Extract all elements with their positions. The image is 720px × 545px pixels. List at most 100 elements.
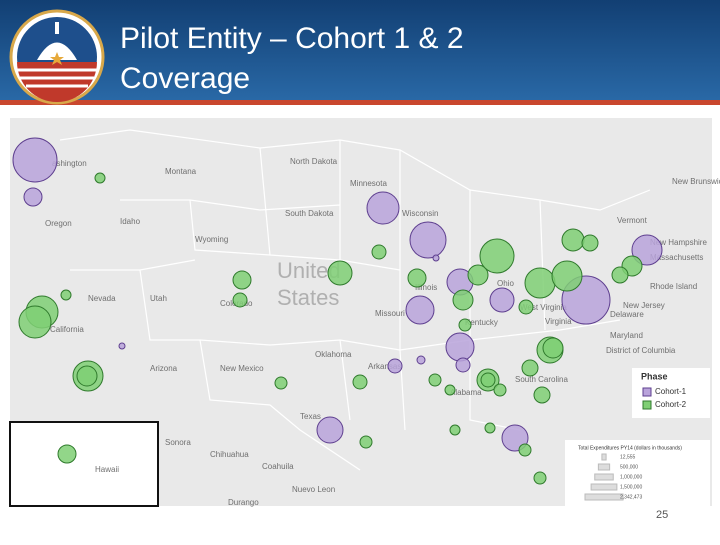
bubble (455, 357, 471, 373)
bubble (274, 376, 288, 390)
bubble (631, 234, 663, 266)
country-label: States (277, 285, 339, 310)
map-label: Nuevo Leon (292, 485, 335, 494)
bubble (416, 355, 426, 365)
map-label: District of Columbia (606, 346, 676, 355)
bubble (407, 268, 427, 288)
map-label: Missouri (375, 309, 405, 318)
bubble (352, 374, 368, 390)
bubble (94, 172, 106, 184)
map-label: Wisconsin (402, 209, 438, 218)
bubble (518, 443, 532, 457)
slide-title: Pilot Entity – Cohort 1 & 2 Coverage (120, 22, 464, 95)
bubble (327, 260, 353, 286)
bubble (518, 299, 534, 315)
size-label: 1,500,000 (620, 484, 642, 490)
map-label: Illinois (415, 283, 437, 292)
legend-swatch (642, 387, 652, 397)
map-label: Wyoming (195, 235, 228, 244)
map-label: New Brunswick (672, 177, 720, 186)
legend-label: Cohort-2 (655, 400, 687, 409)
state-borders (59, 129, 651, 471)
bubble (561, 228, 585, 252)
size-swatch (584, 493, 624, 501)
bubble (371, 244, 387, 260)
map-label: Delaware (610, 310, 644, 319)
map-label: Minnesota (350, 179, 387, 188)
bubble (480, 372, 496, 388)
bubble (118, 342, 126, 350)
size-label: 500,000 (620, 464, 638, 470)
bubble (316, 416, 344, 444)
map-label: Vermont (617, 216, 648, 225)
map-label: Chihuahua (210, 450, 249, 459)
legend-swatch (642, 400, 652, 410)
map-label: Oklahoma (315, 350, 352, 359)
size-label: 12,555 (620, 454, 636, 460)
bubble (405, 295, 435, 325)
bubble (533, 471, 547, 485)
map-label: Kentucky (465, 318, 498, 327)
slide-number: 25 (656, 509, 668, 521)
map-label: Durango (228, 498, 259, 507)
bubble (493, 383, 507, 397)
size-swatch (594, 473, 614, 481)
map-label: Arkansas (368, 362, 401, 371)
bubble (484, 422, 496, 434)
bubble (232, 270, 252, 290)
map-label: Oregon (45, 219, 72, 228)
bubble (60, 289, 72, 301)
bubble (445, 332, 475, 362)
size-label: 2,342,473 (620, 494, 642, 500)
bubble (501, 424, 529, 452)
size-swatch (597, 463, 611, 471)
map-label: Texas (300, 412, 321, 421)
logo (9, 9, 105, 105)
bubble (533, 386, 551, 404)
bubble (428, 373, 442, 387)
bubble (76, 365, 98, 387)
header-stripe (0, 100, 720, 105)
map-label: Montana (165, 167, 197, 176)
map-label: Nevada (88, 294, 116, 303)
bubble (23, 187, 43, 207)
bubble (12, 137, 58, 183)
bubble (432, 254, 440, 262)
size-swatch (601, 453, 607, 461)
bubble (611, 266, 629, 284)
bubble (542, 337, 564, 359)
bubble (387, 358, 403, 374)
map-label: New Jersey (623, 301, 665, 310)
bubble (18, 305, 52, 339)
size-label: 1,000,000 (620, 474, 642, 480)
map-label: California (50, 325, 84, 334)
size-legend-title: Total Expenditures PY14 (dollars in thou… (578, 445, 682, 451)
bubble (366, 191, 400, 225)
header (0, 0, 720, 104)
bubble (409, 221, 447, 259)
bubble (551, 260, 583, 292)
map-label: Idaho (120, 217, 141, 226)
bubble (458, 318, 472, 332)
map-label: Sonora (165, 438, 191, 447)
bubble (581, 234, 599, 252)
map-label: Virginia (545, 317, 572, 326)
map-label: Coahuila (262, 462, 294, 471)
bubble (232, 292, 248, 308)
map-label: Hawaii (95, 465, 119, 474)
map-label: South Carolina (515, 375, 568, 384)
size-swatch (590, 483, 618, 491)
map-label: New Hampshire (650, 238, 707, 247)
bubble (444, 384, 456, 396)
map-label: Rhode Island (650, 282, 697, 291)
bubble (489, 287, 515, 313)
bubble (57, 444, 77, 464)
map-label: North Dakota (290, 157, 338, 166)
map-label: Ohio (497, 279, 514, 288)
map-label: West Virginia (520, 303, 567, 312)
bubble (479, 238, 515, 274)
bubble (521, 359, 539, 377)
map-label: New Mexico (220, 364, 264, 373)
map-label: Arizona (150, 364, 178, 373)
